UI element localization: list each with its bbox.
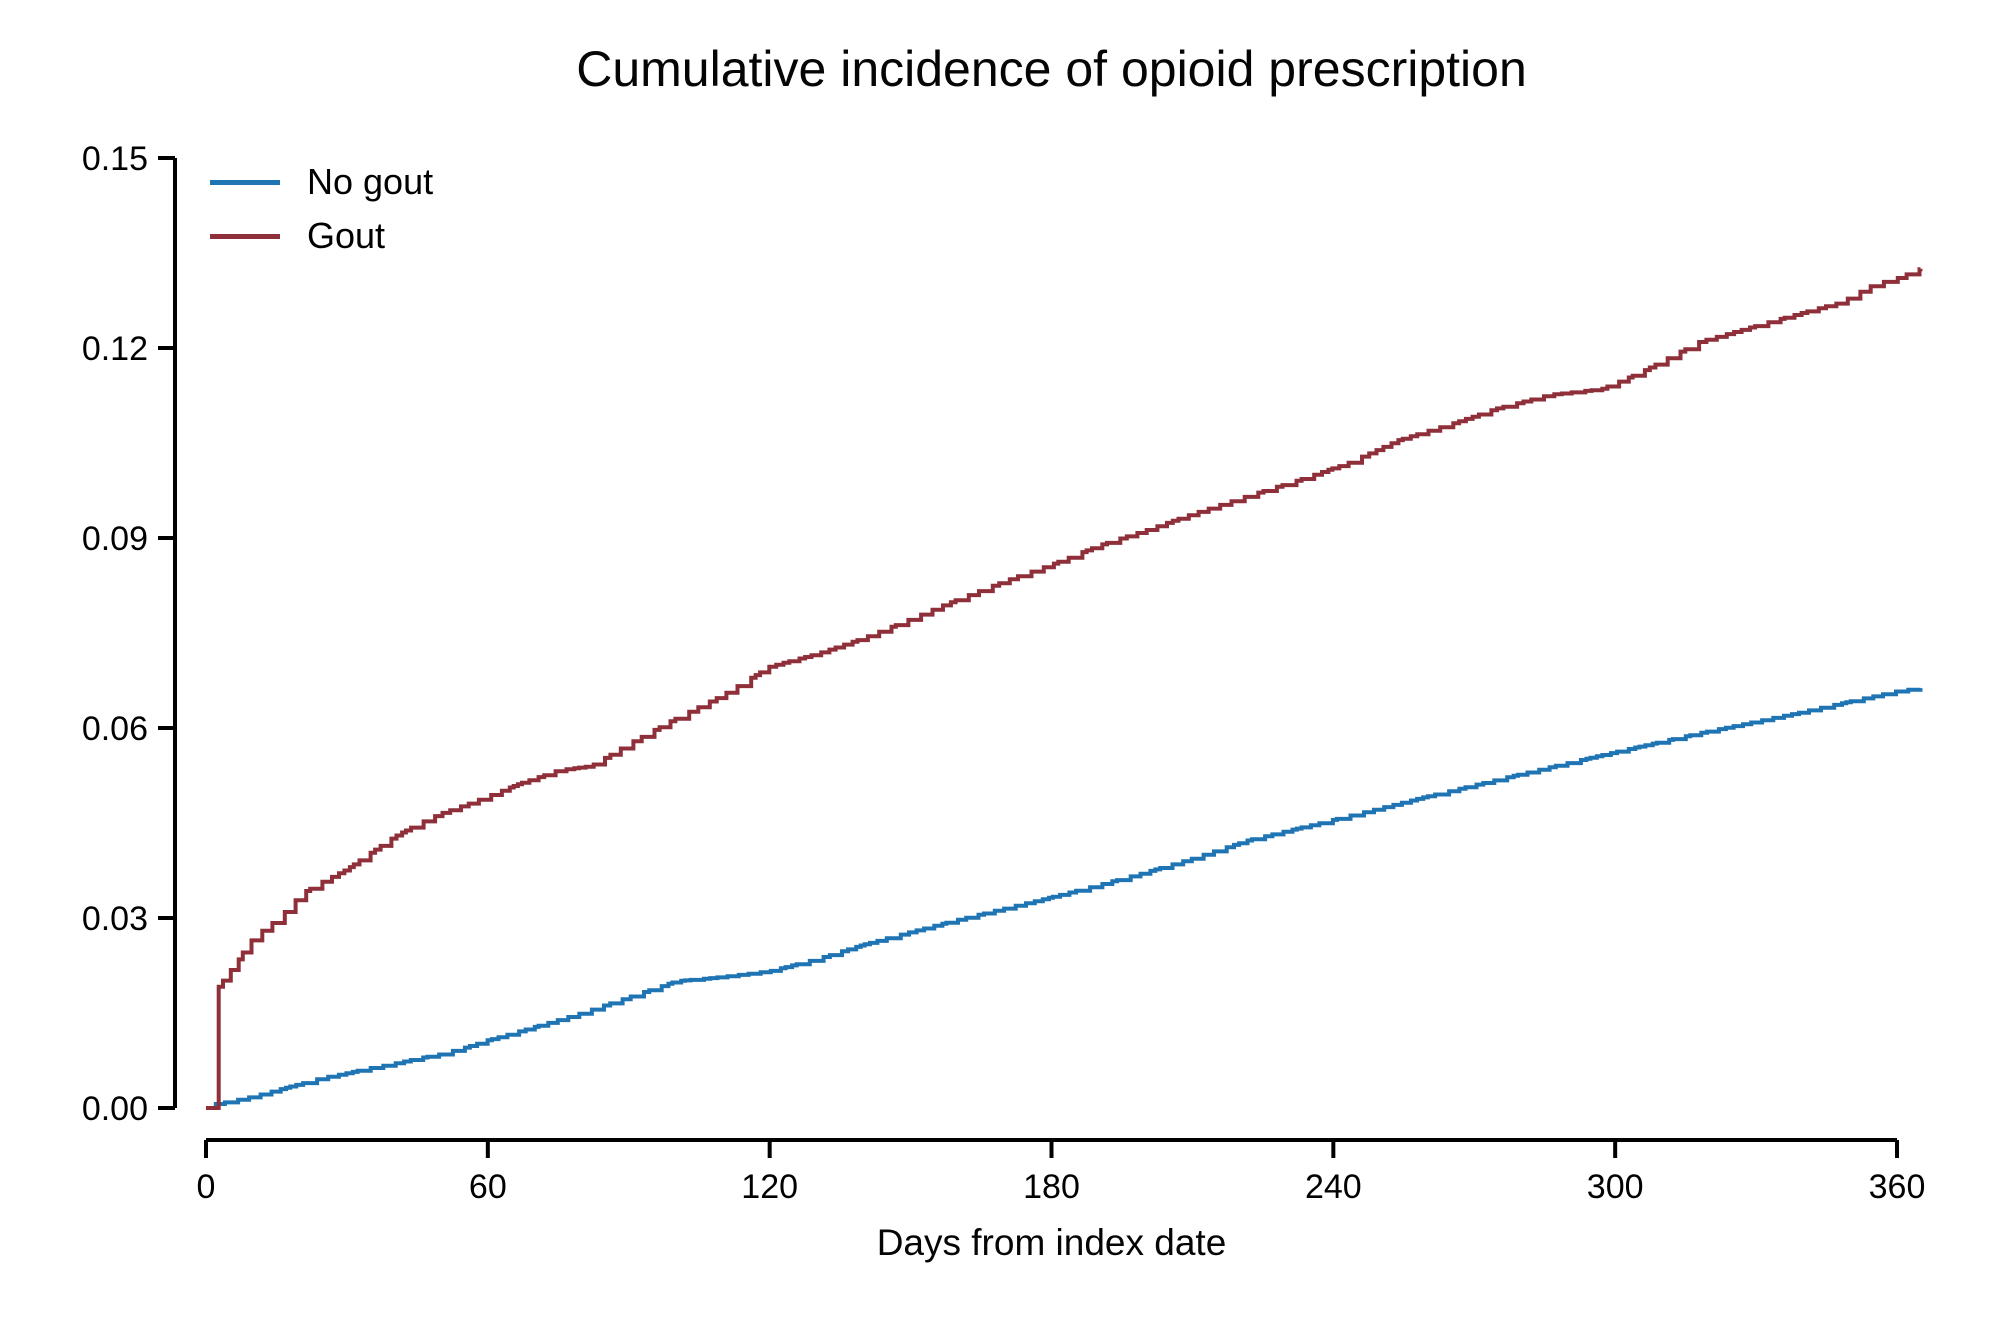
legend-item-gout: Gout — [210, 209, 433, 263]
legend-item-no-gout: No gout — [210, 155, 433, 209]
curves — [206, 267, 1923, 1110]
y-tick-label: 0.12 — [82, 330, 148, 368]
legend: No gout Gout — [210, 155, 433, 263]
x-tick-label: 300 — [1587, 1168, 1644, 1206]
y-tick-label: 0.09 — [82, 520, 148, 558]
x-tick-label: 120 — [741, 1168, 798, 1206]
legend-label-no-gout: No gout — [307, 161, 434, 202]
x-tick-label: 240 — [1305, 1168, 1362, 1206]
y-tick-label: 0.15 — [82, 140, 148, 178]
x-axis-title: Days from index date — [876, 1222, 1227, 1263]
no-gout-line-swatch — [210, 179, 280, 185]
no-gout-curve — [206, 687, 1923, 1110]
x-tick-label: 0 — [197, 1168, 216, 1206]
y-tick-label: 0.03 — [82, 900, 148, 938]
x-tick-label: 360 — [1869, 1168, 1926, 1206]
x-tick-label: 180 — [1023, 1168, 1080, 1206]
chart-title: Cumulative incidence of opioid prescript… — [576, 41, 1527, 97]
axes: 0.00 0.03 0.06 0.09 0.12 0.15 0 60 120 180 240 300 3… — [82, 140, 1926, 1206]
y-tick-label: 0.06 — [82, 710, 148, 748]
y-tick-label: 0.00 — [82, 1090, 148, 1128]
gout-curve — [206, 267, 1923, 1110]
legend-label-gout: Gout — [307, 215, 386, 256]
x-tick-label: 60 — [469, 1168, 507, 1206]
gout-line-swatch — [210, 233, 280, 239]
